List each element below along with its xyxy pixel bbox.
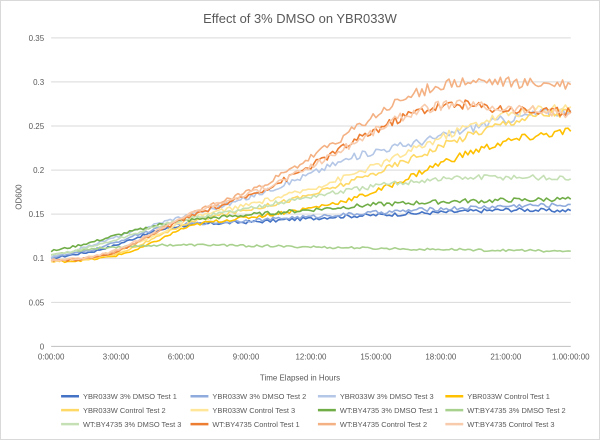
legend-label: WT:BY4735 Control Test 1 — [212, 420, 299, 429]
series-line — [50, 196, 572, 253]
x-tick-label: 9:00:00 — [233, 352, 260, 361]
legend-label: YBR033W 3% DMSO Test 2 — [212, 392, 306, 401]
y-tick-label: 0.05 — [29, 298, 45, 307]
series-line — [50, 108, 571, 263]
y-tick-label: 0.2 — [33, 166, 45, 175]
x-tick-label: 21:00:00 — [490, 352, 522, 361]
x-tick-label: 3:00:00 — [103, 352, 130, 361]
x-axis-title: Time Elapsed in Hours — [260, 373, 340, 382]
x-tick-label: 12:00:00 — [295, 352, 327, 361]
legend: YBR033W 3% DMSO Test 1 YBR033W 3% DMSO Te… — [61, 392, 566, 429]
y-tick-label: 0.25 — [29, 122, 45, 131]
series-line — [50, 207, 572, 260]
legend-label: YBR033W Control Test 2 — [83, 406, 166, 415]
legend-label: WT:BY4735 Control Test 3 — [467, 420, 554, 429]
x-tick-label: 15:00:00 — [360, 352, 392, 361]
y-tick-label: 0.15 — [29, 210, 45, 219]
x-tick-label: 0:00:00 — [38, 352, 65, 361]
series-line — [51, 243, 571, 256]
y-axis-title: OD600 — [14, 184, 23, 210]
x-axis-ticks: 0:00:00 3:00:00 6:00:00 9:00:00 12:00:00 15:0… — [38, 352, 590, 361]
y-tick-label: 0.35 — [29, 34, 45, 43]
legend-label: YBR033W 3% DMSO Test 3 — [340, 392, 434, 401]
series-line — [51, 99, 572, 262]
legend-label: YBR033W Control Test 3 — [212, 406, 295, 415]
y-tick-label: 0.3 — [33, 78, 45, 87]
series-line — [50, 202, 571, 259]
legend-label: WT:BY4735 3% DMSO Test 3 — [83, 420, 181, 429]
y-axis-ticks: 0 0.05 0.1 0.15 0.2 0.25 0.3 0.35 — [29, 34, 45, 352]
legend-label: YBR033W 3% DMSO Test 1 — [83, 392, 177, 401]
series-line — [51, 127, 572, 264]
y-tick-label: 0 — [40, 342, 45, 351]
x-tick-label: 18:00:00 — [425, 352, 457, 361]
chart-title: Effect of 3% DMSO on YBR033W — [203, 11, 397, 26]
legend-label: WT:BY4735 Control Test 2 — [340, 420, 427, 429]
series-lines — [50, 76, 572, 264]
gridlines — [51, 37, 571, 303]
legend-label: YBR033W Control Test 1 — [467, 392, 550, 401]
y-tick-label: 0.1 — [33, 254, 45, 263]
legend-label: WT:BY4735 3% DMSO Test 1 — [340, 406, 438, 415]
x-tick-label: 1.00:00:00 — [552, 352, 590, 361]
series-line — [50, 174, 572, 256]
legend-label: WT:BY4735 3% DMSO Test 2 — [467, 406, 565, 415]
x-tick-label: 6:00:00 — [168, 352, 195, 361]
